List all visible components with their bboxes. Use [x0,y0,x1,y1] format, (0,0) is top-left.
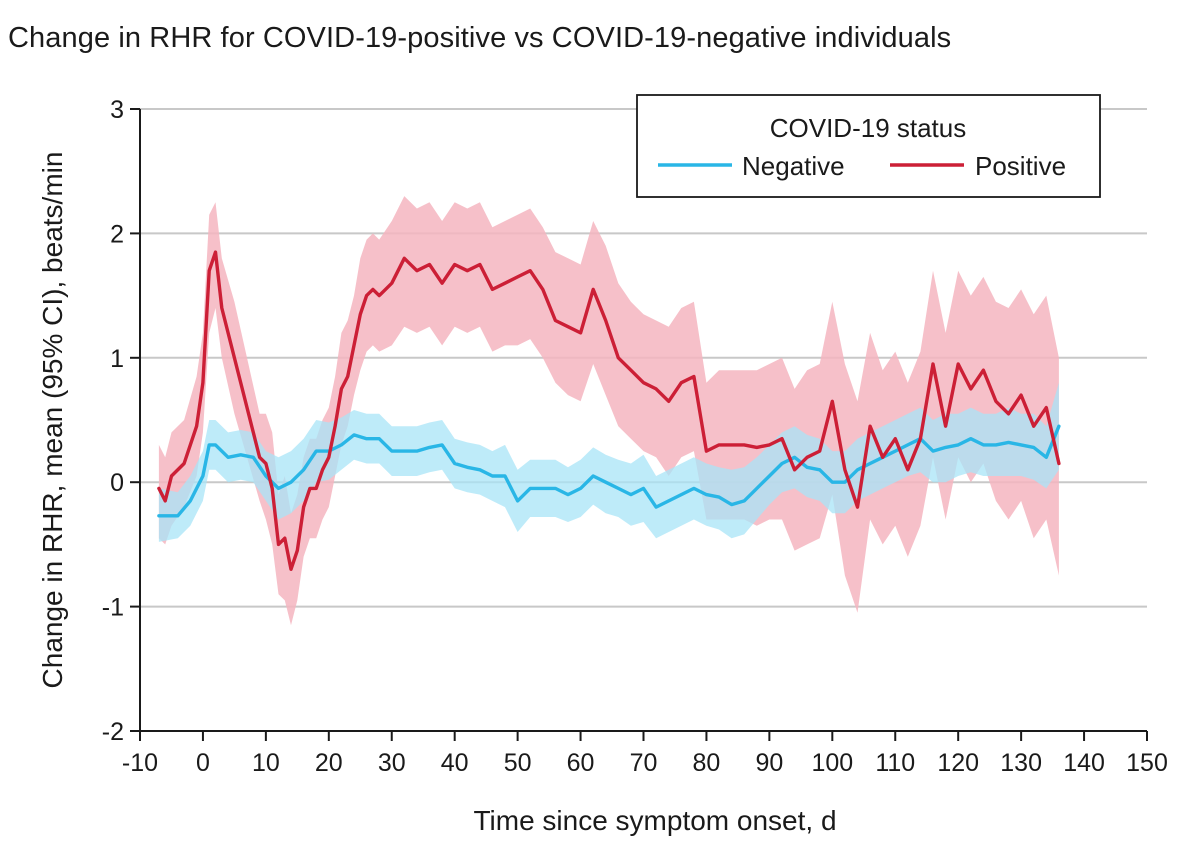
ci-band-positive [158,196,1059,626]
legend-label-negative: Negative [742,151,845,181]
axis-layer [130,108,1148,741]
legend: COVID-19 status Negative Positive [636,94,1101,198]
legend-title: COVID-19 status [770,113,967,143]
x-tick-label: -10 [122,749,158,777]
chart-title: Change in RHR for COVID-19-positive vs C… [8,22,952,54]
ci-band-negative [158,382,1059,542]
x-tick-label: 140 [1063,749,1105,777]
x-tick-label: 50 [504,749,532,777]
ci-band-layer [158,196,1059,626]
x-tick-label: 130 [1000,749,1042,777]
legend-label-positive: Positive [975,151,1066,181]
x-tick-label: 10 [252,749,280,777]
x-tick-label: 40 [441,749,469,777]
legend-box [636,94,1101,198]
x-tick-label: 90 [755,749,783,777]
x-axis-label: Time since symptom onset, d [473,805,836,836]
series-line-layer [157,250,1061,571]
x-tick-label: 0 [196,749,210,777]
y-axis-label: Change in RHR, mean (95% CI), beats/min [37,152,68,689]
y-tick-label: -1 [102,594,124,622]
series-line-negative [157,424,1061,518]
x-tick-label: 110 [875,749,915,777]
x-tick-label: 70 [630,749,658,777]
y-tick-label: -2 [102,718,124,746]
x-tick-label: 80 [693,749,721,777]
y-tick-label: 0 [110,469,124,497]
x-tick-label: 60 [567,749,595,777]
y-tick-label: 1 [110,345,124,373]
x-tick-label: 30 [378,749,406,777]
y-tick-label: 2 [110,220,124,248]
x-tick-label: 150 [1126,749,1168,777]
x-tick-label: 120 [937,749,979,777]
y-tick-label: 3 [110,96,124,124]
x-tick-label: 20 [315,749,343,777]
x-tick-label: 100 [811,749,853,777]
series-line-positive [157,250,1061,571]
